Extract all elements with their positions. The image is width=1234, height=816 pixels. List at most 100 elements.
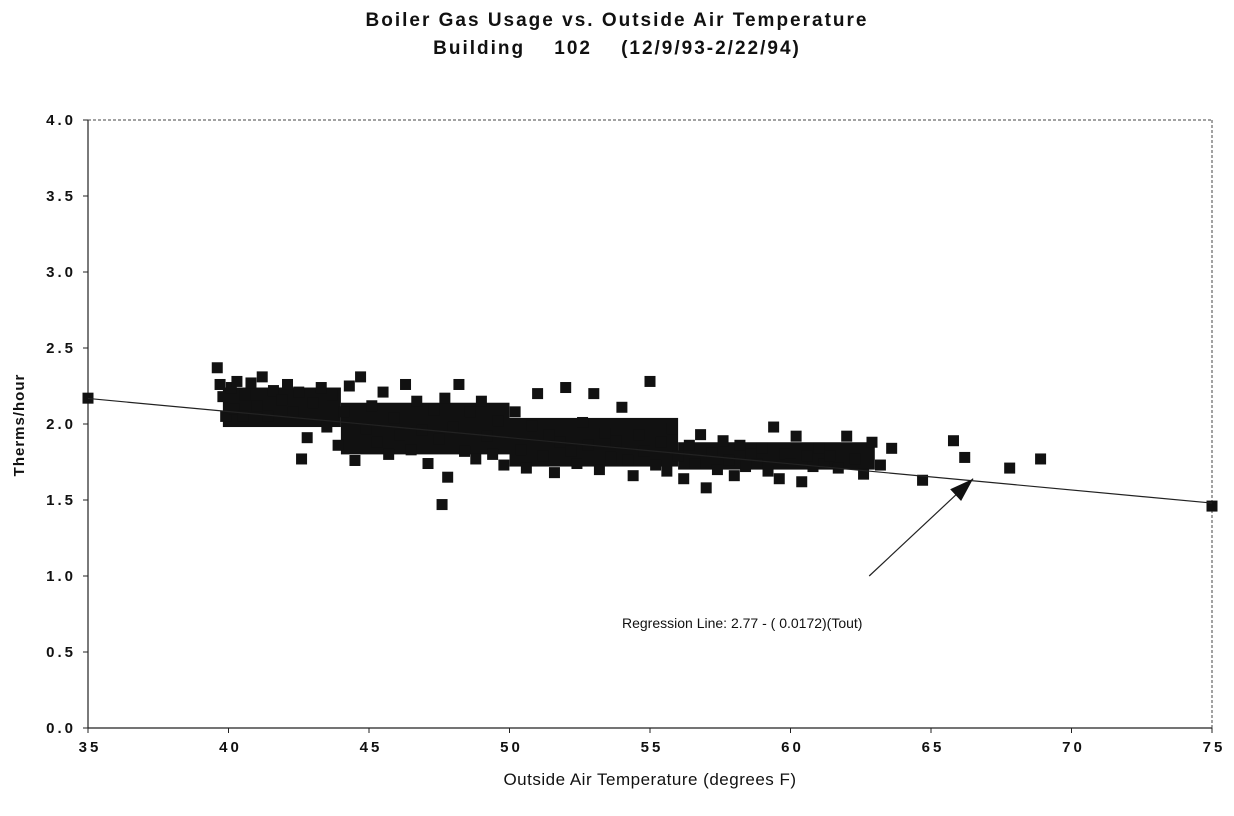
data-point bbox=[666, 423, 678, 435]
data-point bbox=[633, 429, 645, 441]
data-point bbox=[442, 471, 454, 483]
data-point bbox=[947, 435, 959, 447]
data-point bbox=[383, 448, 395, 460]
data-point bbox=[661, 465, 673, 477]
data-point bbox=[439, 392, 451, 404]
data-point bbox=[287, 406, 299, 418]
y-tick-label: 0.0 bbox=[46, 720, 76, 737]
x-axis-label: Outside Air Temperature (degrees F) bbox=[503, 770, 796, 789]
data-point bbox=[734, 439, 746, 451]
data-point bbox=[959, 451, 971, 463]
data-point bbox=[796, 476, 808, 488]
x-tick-label: 60 bbox=[781, 739, 804, 756]
data-point bbox=[622, 454, 634, 466]
data-point bbox=[475, 395, 487, 407]
data-point bbox=[866, 436, 878, 448]
data-point bbox=[610, 435, 622, 447]
data-point bbox=[779, 448, 791, 460]
y-tick-label: 3.0 bbox=[46, 264, 76, 281]
x-tick-label: 65 bbox=[922, 739, 945, 756]
x-tick-label: 75 bbox=[1203, 739, 1226, 756]
x-tick-label: 40 bbox=[219, 739, 242, 756]
data-point bbox=[683, 439, 695, 451]
data-point bbox=[332, 439, 344, 451]
data-point bbox=[717, 435, 729, 447]
x-tick-label: 45 bbox=[360, 739, 383, 756]
x-tick-label: 50 bbox=[500, 739, 523, 756]
y-tick-label: 1.5 bbox=[46, 492, 76, 509]
data-point bbox=[711, 464, 723, 476]
data-point bbox=[239, 389, 251, 401]
y-axis-label: Therms/hour bbox=[11, 374, 28, 477]
data-point bbox=[886, 442, 898, 454]
data-point bbox=[436, 499, 448, 511]
data-point bbox=[858, 468, 870, 480]
data-point bbox=[1035, 453, 1047, 465]
y-tick-label: 2.0 bbox=[46, 416, 76, 433]
data-point bbox=[745, 448, 757, 460]
data-point bbox=[874, 459, 886, 471]
data-point bbox=[360, 423, 372, 435]
data-point bbox=[813, 442, 825, 454]
data-point bbox=[560, 382, 572, 394]
data-point bbox=[225, 382, 237, 394]
data-point bbox=[492, 415, 504, 427]
chart-title: Boiler Gas Usage vs. Outside Air Tempera… bbox=[365, 10, 869, 31]
data-point bbox=[627, 470, 639, 482]
data-point bbox=[282, 378, 294, 390]
data-point bbox=[801, 450, 813, 462]
data-point bbox=[818, 458, 830, 470]
data-point bbox=[251, 400, 263, 412]
data-point bbox=[756, 442, 768, 454]
data-point bbox=[447, 421, 459, 433]
data-point bbox=[543, 429, 555, 441]
data-point bbox=[470, 453, 482, 465]
data-point bbox=[433, 433, 445, 445]
data-point bbox=[307, 397, 319, 409]
data-point bbox=[487, 448, 499, 460]
data-point bbox=[301, 432, 313, 444]
data-point bbox=[723, 454, 735, 466]
data-point bbox=[599, 427, 611, 439]
data-point bbox=[740, 461, 752, 473]
data-point bbox=[422, 458, 434, 470]
data-point bbox=[773, 473, 785, 485]
data-point bbox=[790, 430, 802, 442]
data-point bbox=[762, 465, 774, 477]
data-cloud-band bbox=[509, 417, 679, 467]
y-tick-label: 1.0 bbox=[46, 568, 76, 585]
data-point bbox=[428, 404, 440, 416]
data-point bbox=[82, 392, 94, 404]
data-point bbox=[366, 400, 378, 412]
data-point bbox=[515, 444, 527, 456]
data-point bbox=[593, 464, 605, 476]
data-point bbox=[267, 385, 279, 397]
data-point bbox=[377, 386, 389, 398]
data-point bbox=[638, 445, 650, 457]
data-point bbox=[211, 362, 223, 374]
data-point bbox=[459, 445, 471, 457]
data-point bbox=[548, 467, 560, 479]
data-point bbox=[650, 459, 662, 471]
y-tick-label: 4.0 bbox=[46, 112, 76, 129]
data-point bbox=[695, 429, 707, 441]
data-point bbox=[355, 371, 367, 383]
data-point bbox=[1206, 500, 1218, 512]
data-point bbox=[504, 427, 515, 439]
data-point bbox=[326, 389, 338, 401]
data-point bbox=[678, 473, 690, 485]
data-point bbox=[655, 436, 667, 448]
data-point bbox=[537, 450, 549, 462]
data-point bbox=[577, 416, 589, 428]
regression-line bbox=[87, 397, 1213, 504]
data-point bbox=[231, 375, 243, 387]
data-point bbox=[228, 403, 240, 415]
data-point bbox=[262, 410, 274, 422]
data-point bbox=[706, 447, 718, 459]
data-point bbox=[841, 430, 853, 442]
data-point bbox=[498, 459, 510, 471]
data-point bbox=[571, 458, 583, 470]
y-tick-label: 0.5 bbox=[46, 644, 76, 661]
